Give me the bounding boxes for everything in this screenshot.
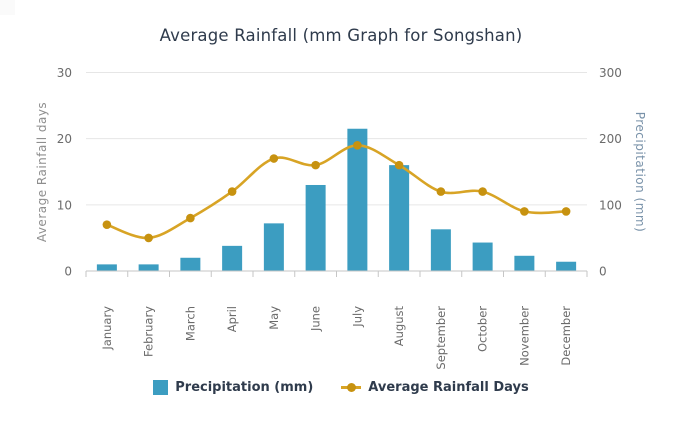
line-marker-april[interactable] [227,187,237,196]
bar-october[interactable] [472,242,493,271]
line-marker-may[interactable] [269,154,279,163]
left-axis-tick-label: 20 [57,132,72,146]
x-axis-label-june: June [309,306,323,332]
left-axis-tick-label: 0 [64,265,72,279]
legend-label: Average Rainfall Days [368,380,529,395]
bar-december[interactable] [556,261,577,271]
x-axis-label-august: August [392,306,406,347]
x-axis-label-july: July [350,306,364,328]
line-marker-july[interactable] [353,140,362,150]
rainfall-days-line [105,143,568,240]
legend: Precipitation (mm) Average Rainfall Days [0,380,682,395]
line-marker-november[interactable] [520,207,529,216]
chart-title: Average Rainfall (mm Graph for Songshan) [159,26,523,45]
right-axis-tick-label: 200 [599,132,622,146]
bar-may[interactable] [263,223,284,271]
line-marker-march[interactable] [186,213,195,223]
right-axis-tick-label: 300 [599,66,622,80]
bar-june[interactable] [305,184,326,271]
corner-square [0,0,15,15]
line-marker-december[interactable] [561,207,571,216]
bar-september[interactable] [430,229,451,271]
bar-january[interactable] [96,264,117,271]
x-axis-label-march: March [183,306,197,341]
x-axis-label-january: January [100,306,114,351]
bar-march[interactable] [180,257,201,271]
bar-november[interactable] [514,255,535,271]
x-axis-label-september: September [434,306,448,370]
bar-april[interactable] [222,245,243,271]
line-marker-october[interactable] [478,187,487,196]
x-axis-label-november: November [517,306,531,366]
left-axis-tick-label: 10 [57,198,72,212]
right-axis-tick-label: 0 [599,265,607,279]
bar-july[interactable] [347,128,368,271]
line-marker-january[interactable] [102,220,112,229]
line-marker-february[interactable] [144,233,153,243]
right-axis-title: Precipitation (mm) [633,112,647,233]
legend-bar-swatch-icon [153,380,169,395]
left-axis-title: Average Rainfall days [35,102,49,242]
x-axis-label-december: December [559,306,573,366]
bar-august[interactable] [389,165,410,271]
bar-february[interactable] [138,264,159,271]
x-axis-label-february: February [142,306,156,357]
legend-item-rainfall-days[interactable]: Average Rainfall Days [341,380,529,395]
left-axis-tick-label: 30 [57,66,72,80]
x-axis-label-april: April [225,306,239,332]
x-axis-label-october: October [476,306,490,352]
legend-label: Precipitation (mm) [175,380,314,395]
legend-line-marker-icon [341,381,362,395]
line-marker-august[interactable] [394,160,404,170]
x-axis-label-may: May [267,306,281,330]
line-marker-september[interactable] [436,187,446,196]
legend-item-precipitation[interactable]: Precipitation (mm) [153,380,313,395]
line-marker-june[interactable] [311,160,320,170]
right-axis-tick-label: 100 [599,198,622,212]
